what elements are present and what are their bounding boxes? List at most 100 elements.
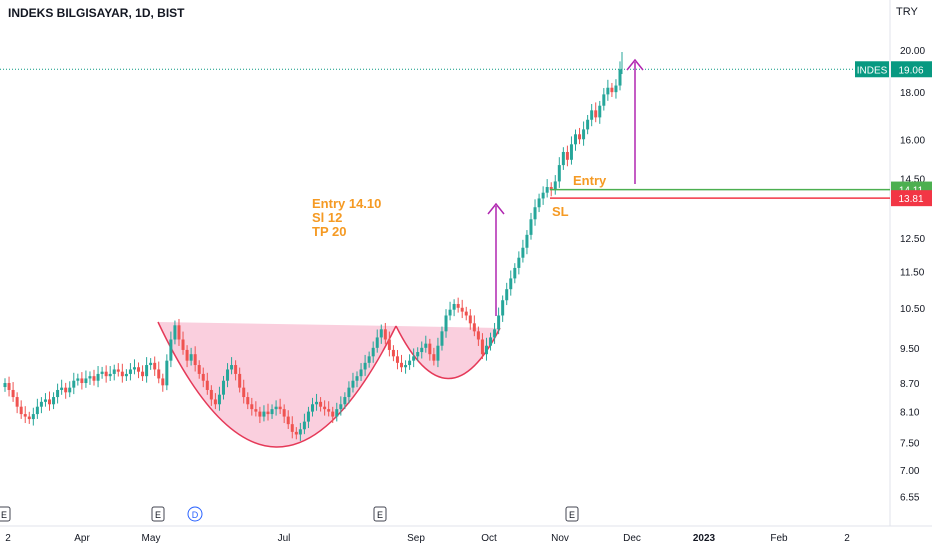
candle-body-41 [169, 339, 173, 361]
candle-body-24 [100, 371, 104, 374]
candle-body-134 [545, 187, 549, 193]
y-tick-label-9: 14.50 [900, 175, 925, 186]
candle-body-142 [578, 134, 582, 140]
candle-body-44 [181, 339, 185, 350]
candle-body-76 [311, 404, 314, 412]
cup-pattern-fill [158, 322, 396, 448]
candle-body-121 [493, 329, 497, 338]
candle-body-46 [189, 354, 193, 361]
candle-body-21 [88, 376, 92, 379]
candle-body-106 [432, 354, 436, 361]
y-tick-label-5: 9.50 [900, 344, 920, 355]
candle-body-103 [420, 347, 424, 353]
x-tick-label-6: Nov [551, 533, 569, 544]
candle-body-140 [569, 144, 573, 160]
candle-body-93 [379, 329, 383, 338]
candle-body-54 [221, 380, 225, 395]
candle-body-137 [557, 165, 561, 182]
candle-body-48 [197, 365, 201, 374]
candle-body-5 [23, 414, 27, 417]
candle-body-81 [331, 411, 335, 417]
y-tick-label-0: 6.55 [900, 493, 920, 504]
candle-body-61 [250, 404, 254, 410]
candle-body-114 [464, 311, 468, 316]
sl-annotation: SL [552, 204, 569, 219]
y-tick-label-1: 7.00 [900, 466, 920, 477]
candle-body-82 [335, 409, 339, 417]
candle-body-62 [254, 409, 258, 412]
candle-body-79 [323, 406, 327, 410]
candle-body-38 [157, 369, 161, 379]
earnings-marker-1: E [155, 510, 161, 520]
candle-body-52 [213, 399, 217, 405]
candle-body-73 [298, 429, 302, 435]
dividend-marker-bg [187, 506, 203, 522]
candle-body-8 [35, 406, 39, 415]
x-tick-label-7: Dec [623, 533, 641, 544]
currency-label: TRY [896, 6, 918, 18]
x-tick-label-2: May [142, 533, 161, 544]
candle-body-108 [440, 331, 444, 346]
candle-body-11 [48, 399, 52, 405]
target-arrow-2-head [626, 58, 644, 71]
target-arrow-1-head [487, 202, 505, 215]
candle-body-100 [408, 360, 412, 366]
x-tick-label-0: 2 [5, 533, 11, 544]
candle-body-17 [72, 380, 76, 388]
candle-body-13 [56, 389, 60, 398]
candle-body-66 [270, 409, 274, 415]
candle-body-126 [513, 267, 517, 279]
candle-body-77 [315, 401, 319, 405]
candle-body-86 [351, 380, 355, 388]
y-tick-label-6: 10.50 [900, 304, 925, 315]
candle-body-124 [505, 289, 509, 301]
level-tag-bg-sl [891, 190, 932, 207]
candle-body-139 [565, 151, 569, 160]
candle-body-143 [582, 129, 586, 140]
entry-annotation: Entry [573, 173, 607, 188]
candle-body-130 [529, 219, 533, 235]
candle-body-104 [424, 343, 428, 348]
candle-body-123 [501, 300, 505, 316]
candle-body-4 [19, 406, 23, 415]
y-tick-label-3: 8.10 [900, 408, 920, 419]
y-tick-label-8: 12.50 [900, 234, 925, 245]
candle-body-90 [367, 356, 371, 363]
dividend-marker: D [192, 510, 199, 520]
candle-body-32 [132, 367, 136, 370]
candle-body-147 [598, 105, 602, 118]
candle-body-135 [549, 187, 553, 190]
candle-body-112 [456, 303, 460, 308]
candle-body-117 [476, 331, 480, 340]
candle-body-0 [3, 383, 7, 388]
candle-body-49 [201, 373, 205, 381]
candle-body-55 [226, 369, 230, 381]
candle-body-69 [282, 409, 286, 417]
candle-body-129 [525, 234, 529, 248]
candle-body-136 [553, 181, 557, 190]
candle-body-26 [108, 373, 112, 377]
candle-body-47 [193, 354, 197, 366]
candle-body-2 [11, 389, 15, 398]
candle-body-101 [412, 356, 416, 361]
x-tick-label-9: Feb [770, 533, 788, 544]
candle-body-36 [149, 362, 153, 366]
symbol-tag-label: INDES [857, 65, 888, 76]
candle-body-152 [618, 69, 622, 86]
candle-body-94 [383, 329, 387, 340]
candle-body-151 [614, 85, 618, 93]
candle-body-33 [137, 367, 141, 372]
earnings-marker-0: E [1, 510, 7, 520]
candle-body-71 [290, 424, 294, 432]
candle-body-83 [339, 404, 343, 410]
candle-body-127 [517, 257, 521, 268]
candle-body-53 [217, 394, 221, 405]
candle-body-138 [561, 151, 565, 166]
candle-body-57 [234, 365, 238, 374]
candle-body-125 [509, 278, 513, 290]
candle-body-16 [68, 387, 72, 393]
x-tick-label-1: Apr [74, 533, 90, 544]
last-price-tag-bg [891, 61, 932, 78]
